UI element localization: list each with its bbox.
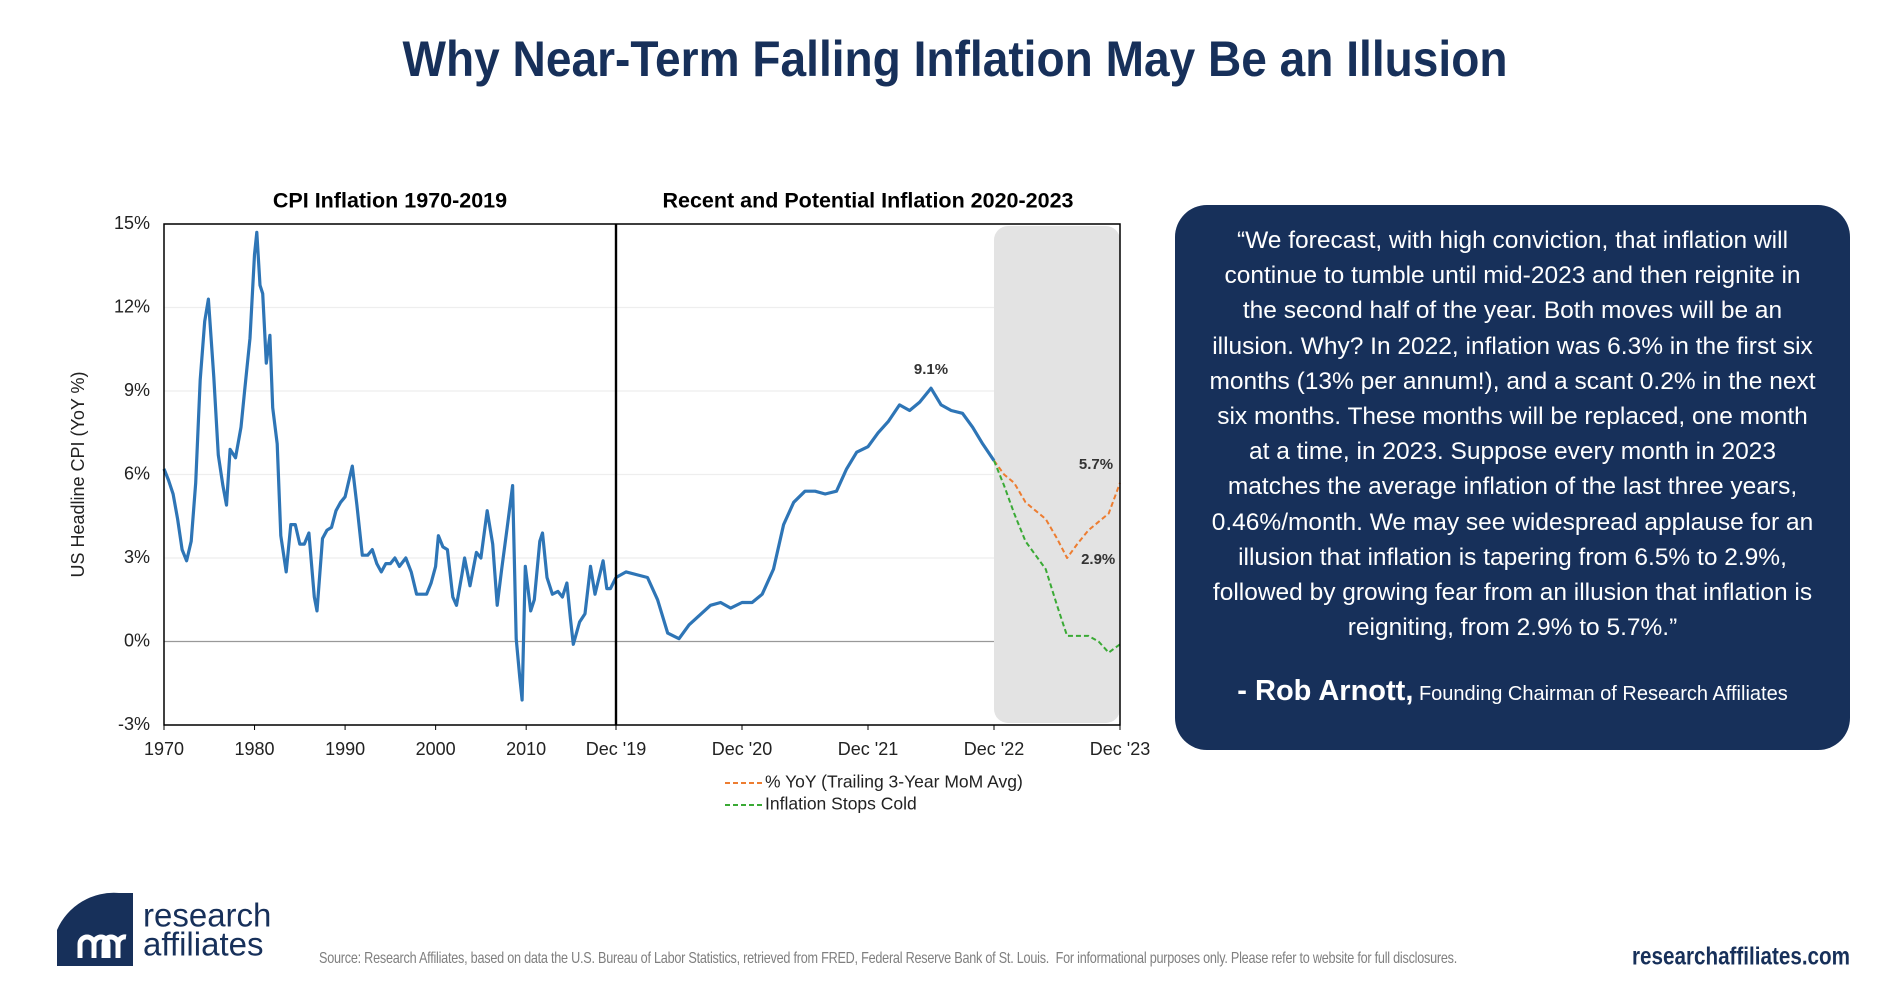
website: researchaffiliates.com	[1632, 943, 1850, 971]
x-tick-label: 2010	[506, 739, 546, 759]
projection-line	[993, 460, 1121, 559]
y-tick-label: -3%	[118, 714, 150, 734]
projection-line	[993, 460, 1121, 654]
annotation: 5.7%	[1079, 456, 1113, 473]
quote-text: “We forecast, with high conviction, that…	[1209, 227, 1816, 642]
legend-label: Inflation Stops Cold	[765, 794, 917, 814]
y-tick-label: 12%	[114, 296, 150, 316]
cpi-line	[162, 230, 618, 702]
cpi-line	[615, 386, 996, 641]
source-note: Source: Research Affiliates, based on da…	[319, 950, 1458, 967]
y-axis-label: US Headline CPI (YoY %)	[68, 371, 88, 577]
chart-title: Recent and Potential Inflation 2020-2023	[662, 189, 1073, 213]
x-tick-label: 1990	[325, 739, 365, 759]
chart-title: CPI Inflation 1970-2019	[273, 189, 507, 213]
logo-mark	[57, 892, 133, 966]
author-name: - Rob Arnott,	[1237, 675, 1414, 708]
y-tick-label: 3%	[124, 547, 150, 567]
x-tick-label: 1980	[235, 739, 275, 759]
x-tick-label: Dec '20	[712, 739, 772, 759]
forecast-shade	[994, 226, 1120, 723]
x-tick-label: Dec '22	[964, 739, 1024, 759]
y-tick-label: 6%	[124, 463, 150, 483]
annotation: 9.1%	[914, 361, 948, 378]
y-tick-label: 15%	[114, 213, 150, 233]
logo-text: research	[143, 897, 271, 934]
quote-box: “We forecast, with high conviction, that…	[1175, 205, 1850, 750]
quote-author: - Rob Arnott, Founding Chairman of Resea…	[1205, 675, 1820, 708]
annotation: 2.9%	[1081, 551, 1115, 568]
logo-text: affiliates	[143, 926, 263, 963]
x-tick-label: Dec '21	[838, 739, 898, 759]
x-tick-label: Dec '23	[1090, 739, 1150, 759]
x-tick-label: Dec '19	[586, 739, 646, 759]
x-tick-label: 2000	[416, 739, 456, 759]
x-tick-label: 1970	[144, 739, 184, 759]
author-title: Founding Chairman of Research Affiliates	[1418, 683, 1788, 706]
logo-glyph	[77, 934, 127, 958]
plot-frame	[163, 223, 1121, 726]
legend-label: % YoY (Trailing 3-Year MoM Avg)	[765, 772, 1023, 792]
y-tick-label: 9%	[124, 380, 150, 400]
page-title: Why Near-Term Falling Inflation May Be a…	[403, 31, 1508, 87]
y-tick-label: 0%	[124, 630, 150, 650]
